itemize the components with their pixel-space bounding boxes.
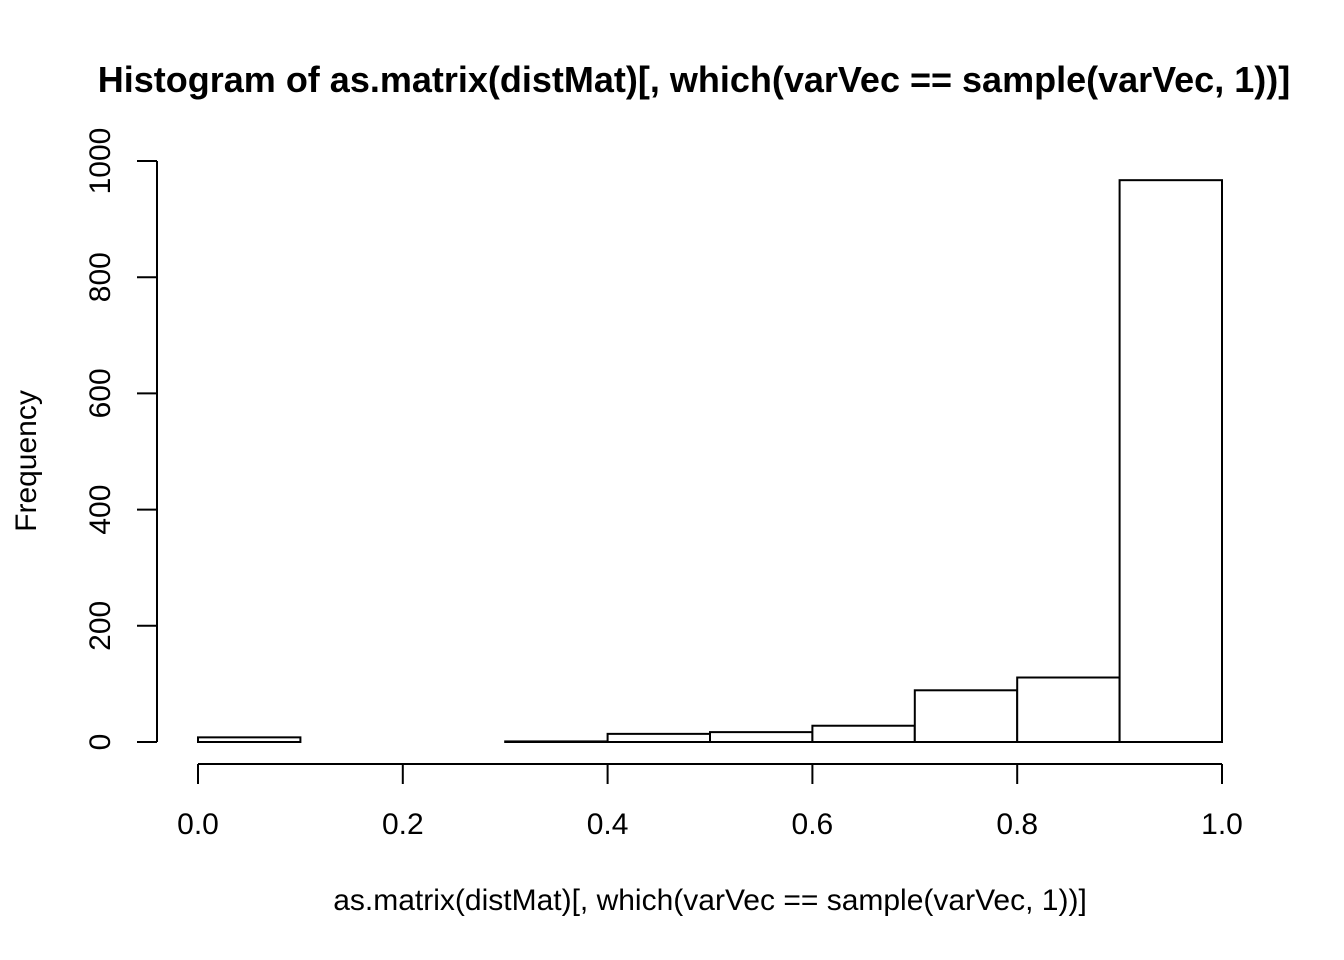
x-tick-label-0: 0.0 <box>177 808 219 841</box>
x-axis-label: as.matrix(distMat)[, which(varVec == sam… <box>333 884 1087 917</box>
x-tick-label-4: 0.8 <box>996 808 1038 841</box>
x-tick-label-5: 1.0 <box>1201 808 1243 841</box>
histogram-bar-0 <box>197 736 302 743</box>
y-tick-label-5: 1000 <box>84 128 117 195</box>
x-tick-label-3: 0.6 <box>792 808 834 841</box>
y-tick-label-2: 400 <box>84 485 117 535</box>
chart-title: Histogram of as.matrix(distMat)[, which(… <box>98 59 1290 100</box>
histogram-bar-5 <box>709 731 814 743</box>
y-axis-label: Frequency <box>10 390 43 532</box>
x-tick-label-2: 0.4 <box>587 808 629 841</box>
histogram-bar-9 <box>1118 179 1223 744</box>
y-axis: 0 200 400 600 800 1000 <box>84 128 158 751</box>
x-axis: 0.0 0.2 0.4 0.6 0.8 1.0 <box>177 763 1243 841</box>
y-tick-label-4: 800 <box>84 252 117 302</box>
histogram-bar-4 <box>606 732 711 744</box>
y-tick-label-0: 0 <box>84 734 117 751</box>
y-tick-label-3: 600 <box>84 368 117 418</box>
histogram-bar-8 <box>1016 676 1121 743</box>
x-tick-label-1: 0.2 <box>382 808 424 841</box>
y-tick-label-1: 200 <box>84 601 117 651</box>
histogram-bar-3 <box>504 740 609 744</box>
histogram-bar-6 <box>811 724 916 743</box>
bars-layer <box>197 179 1223 744</box>
histogram-bar-7 <box>913 689 1019 744</box>
